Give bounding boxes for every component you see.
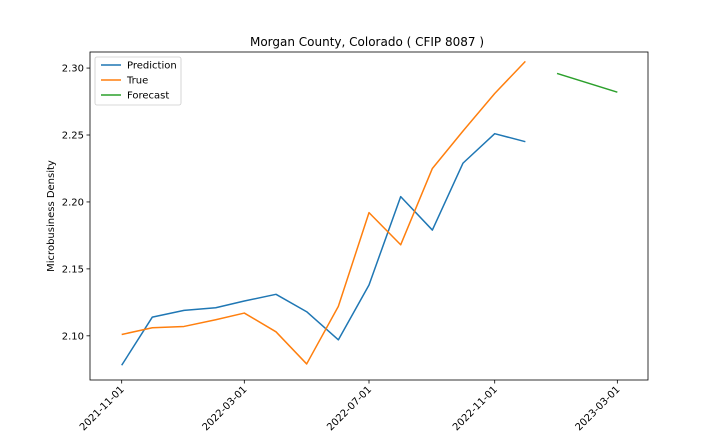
- y-tick-label: 2.10: [62, 331, 84, 342]
- series-line-forecast: [556, 72, 618, 93]
- y-tick-label: 2.30: [62, 64, 84, 75]
- series-line-true: [121, 60, 526, 365]
- x-tick-label: 2022-07-01: [325, 384, 374, 432]
- x-tick-label: 2022-11-01: [451, 384, 500, 432]
- legend-box: [94, 56, 182, 106]
- chart-title: Morgan County, Colorado ( CFIP 8087 ): [250, 35, 484, 49]
- y-tick-label: 2.20: [62, 197, 84, 208]
- x-tick-label: 2022-03-01: [201, 384, 250, 432]
- legend-label: True: [126, 76, 148, 87]
- series-layer: [121, 60, 618, 366]
- x-axis: 2021-11-01 2022-03-01 2022-07-01 2022-11-01…: [78, 380, 623, 432]
- legend-label: Prediction: [127, 61, 177, 72]
- x-tick-label: 2021-11-01: [78, 384, 127, 432]
- y-tick-label: 2.15: [62, 264, 84, 275]
- legend-label: Forecast: [127, 91, 169, 102]
- x-tick-label: 2023-03-01: [574, 384, 623, 432]
- legend: Prediction True Forecast: [94, 56, 182, 106]
- y-tick-label: 2.25: [62, 131, 84, 142]
- series-line-prediction: [121, 132, 526, 366]
- y-axis-label: Microbusiness Density: [46, 160, 57, 272]
- y-axis: 2.10 2.15 2.20 2.25 2.30: [62, 64, 90, 342]
